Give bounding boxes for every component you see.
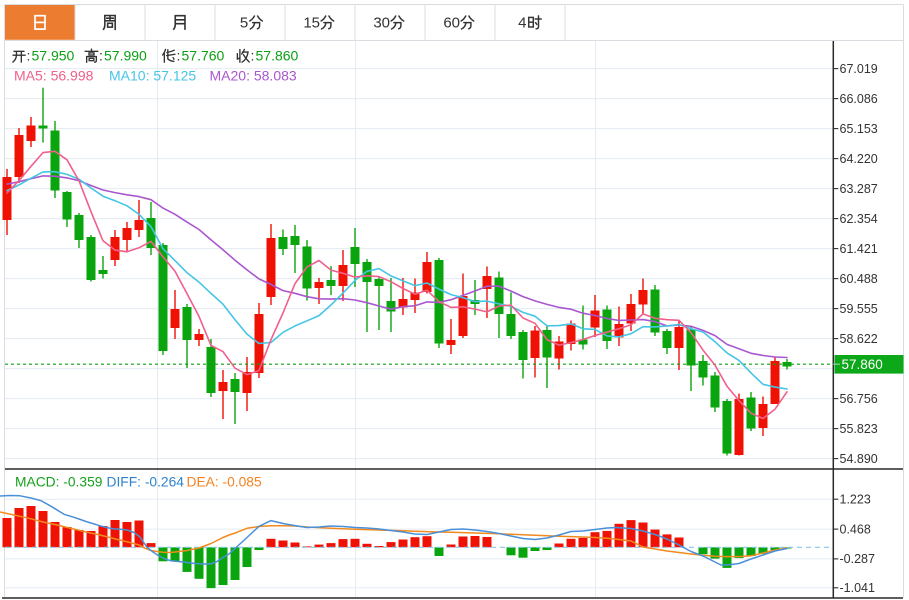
svg-text:67.019: 67.019 bbox=[840, 62, 878, 76]
svg-text:0.468: 0.468 bbox=[840, 522, 871, 536]
svg-text:15: 15 bbox=[303, 14, 320, 31]
svg-text:MA5: 56.998: MA5: 56.998 bbox=[14, 68, 94, 84]
svg-text:5: 5 bbox=[240, 14, 248, 31]
svg-text::: : bbox=[251, 48, 255, 64]
svg-text:4: 4 bbox=[518, 14, 526, 31]
svg-text:56.756: 56.756 bbox=[840, 392, 878, 406]
svg-text:62.354: 62.354 bbox=[840, 212, 878, 226]
svg-text::: : bbox=[177, 48, 181, 64]
svg-text:-1.041: -1.041 bbox=[840, 581, 875, 595]
svg-text::: : bbox=[99, 48, 103, 64]
svg-text:60: 60 bbox=[443, 14, 460, 31]
svg-text:MACD: -0.359: MACD: -0.359 bbox=[15, 474, 103, 489]
svg-text:55.823: 55.823 bbox=[840, 422, 878, 436]
svg-text:64.220: 64.220 bbox=[840, 152, 878, 166]
svg-text:60.488: 60.488 bbox=[840, 272, 878, 286]
svg-text::: : bbox=[27, 48, 31, 64]
svg-text:58.622: 58.622 bbox=[840, 332, 878, 346]
svg-text:MA10: 57.125: MA10: 57.125 bbox=[109, 68, 196, 84]
svg-text:54.890: 54.890 bbox=[840, 452, 878, 466]
svg-text:65.153: 65.153 bbox=[840, 122, 878, 136]
svg-text:66.086: 66.086 bbox=[840, 92, 878, 106]
svg-text:57.860: 57.860 bbox=[842, 357, 883, 372]
svg-text:MA20: 58.083: MA20: 58.083 bbox=[210, 68, 297, 84]
svg-text:63.287: 63.287 bbox=[840, 182, 878, 196]
svg-text:57.860: 57.860 bbox=[256, 48, 299, 64]
svg-text:57.950: 57.950 bbox=[32, 48, 75, 64]
svg-text:61.421: 61.421 bbox=[840, 242, 878, 256]
svg-text:1.223: 1.223 bbox=[840, 493, 871, 507]
svg-text:59.555: 59.555 bbox=[840, 302, 878, 316]
svg-text:DEA: -0.085: DEA: -0.085 bbox=[187, 474, 262, 489]
svg-text:57.760: 57.760 bbox=[182, 48, 225, 64]
svg-text:-0.287: -0.287 bbox=[840, 552, 875, 566]
svg-text:30: 30 bbox=[373, 14, 390, 31]
svg-text:57.990: 57.990 bbox=[104, 48, 147, 64]
svg-text:DIFF: -0.264: DIFF: -0.264 bbox=[107, 474, 185, 489]
